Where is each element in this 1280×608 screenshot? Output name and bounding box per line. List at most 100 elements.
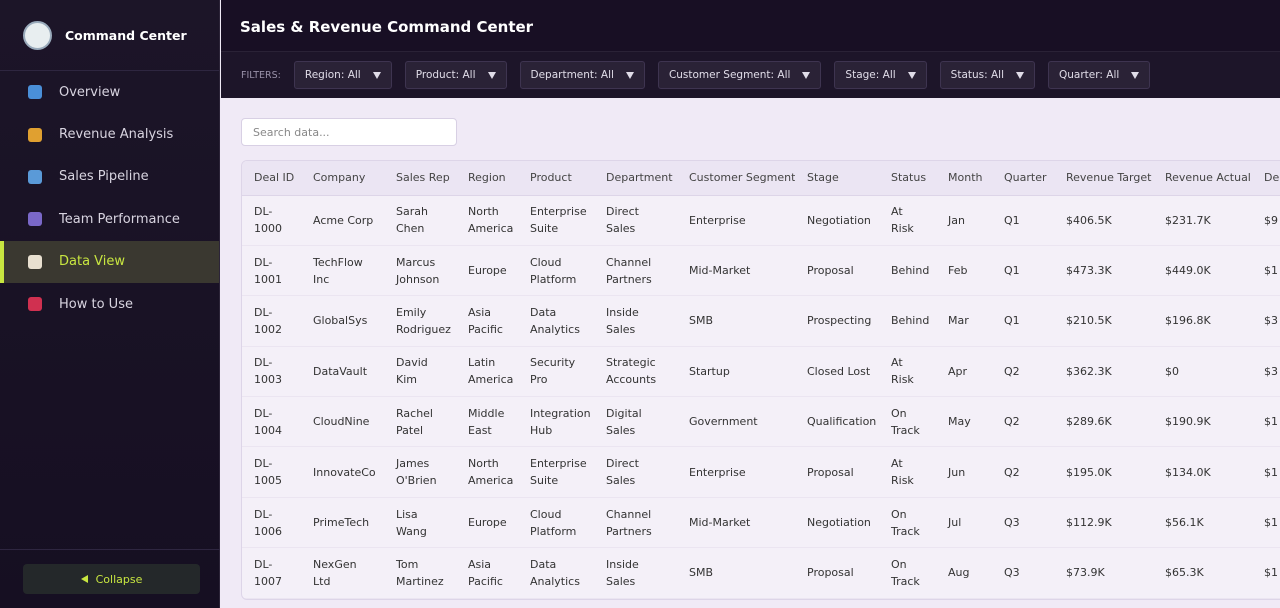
table-cell: Rachel Patel (384, 396, 456, 448)
nav-item[interactable]: Overview (0, 71, 219, 113)
table-cell: Q3 (992, 547, 1054, 599)
table-row: DL-1003 DataVault David Kim Latin America Se… (242, 346, 1280, 398)
table-cell: Behind (879, 295, 936, 347)
table-cell: TechFlow Inc (301, 245, 384, 297)
table-cell: Behind (879, 245, 936, 297)
column-header[interactable]: De (1252, 161, 1280, 196)
nav-item[interactable]: Team Performance (0, 198, 219, 240)
column-header[interactable]: Status (879, 161, 936, 196)
nav-item[interactable]: How to Use (0, 283, 219, 325)
filter-text: Customer Segment: All (668, 69, 791, 81)
table-cell: DL-1005 (242, 446, 301, 498)
column-header[interactable]: Deal ID (242, 161, 301, 196)
table-cell: Feb (936, 245, 992, 297)
table-cell: Sarah Chen (384, 195, 456, 246)
nav-label: Revenue Analysis (59, 127, 174, 143)
column-header[interactable]: Month (936, 161, 992, 196)
nav-icon (28, 254, 42, 269)
table-cell: Inside Sales (594, 295, 677, 347)
table-cell: Emily Rodriguez (384, 295, 456, 347)
brand: Command Center (0, 0, 219, 71)
logo (23, 20, 52, 50)
brand-name: Command Center (65, 27, 187, 43)
table-cell: Proposal (795, 547, 879, 599)
filter-select[interactable]: Customer Segment: All (657, 61, 822, 89)
column-header[interactable]: Product (518, 161, 594, 196)
table-cell: GlobalSys (301, 295, 384, 347)
table-cell: Acme Corp (301, 195, 384, 246)
column-header[interactable]: Revenue Target (1054, 161, 1153, 196)
column-header[interactable]: Quarter (992, 161, 1054, 196)
table-cell: $1 (1252, 497, 1280, 549)
table-cell: Direct Sales (594, 195, 677, 246)
table-cell: InnovateCo (301, 446, 384, 498)
table-cell: Digital Sales (594, 396, 677, 448)
table-cell: Negotiation (795, 195, 879, 246)
column-header[interactable]: Department (594, 161, 677, 196)
table-cell: DL-1002 (242, 295, 301, 347)
filter-bar: FILTERS: Region: All Product: All Departmen… (221, 52, 1280, 98)
nav-icon (28, 127, 42, 142)
table-cell: North America (456, 195, 518, 246)
column-header[interactable]: Stage (795, 161, 879, 196)
table-cell: Jan (936, 195, 992, 246)
table-cell: On Track (879, 547, 936, 599)
nav-item[interactable]: Sales Pipeline (0, 156, 219, 198)
table-cell: Q2 (992, 446, 1054, 498)
table-cell: $112.9K (1054, 497, 1153, 549)
table-cell: On Track (879, 396, 936, 448)
filter-select[interactable]: Stage: All (834, 61, 927, 89)
table-cell: Europe (456, 245, 518, 297)
table-cell: Government (677, 396, 795, 448)
nav-icon (28, 85, 42, 100)
filter-select[interactable]: Product: All (404, 61, 507, 89)
column-header[interactable]: Company (301, 161, 384, 196)
table-cell: Q2 (992, 396, 1054, 448)
column-header[interactable]: Revenue Actual (1153, 161, 1252, 196)
table-cell: Latin America (456, 346, 518, 398)
table-cell: NexGen Ltd (301, 547, 384, 599)
dropdown-arrow (907, 71, 916, 79)
table-cell: North America (456, 446, 518, 498)
column-header[interactable]: Customer Segment (677, 161, 795, 196)
filter-select[interactable]: Region: All (293, 61, 392, 89)
search-input[interactable]: Search data... (241, 118, 457, 146)
nav-label: How to Use (59, 296, 133, 312)
table-cell: Prospecting (795, 295, 879, 347)
table-cell: Q3 (992, 497, 1054, 549)
dropdown-arrow (625, 71, 634, 79)
table-cell: On Track (879, 497, 936, 549)
filter-text: Status: All (950, 69, 1005, 81)
table-cell: Q1 (992, 245, 1054, 297)
table-cell: Europe (456, 497, 518, 549)
table-cell: Data Analytics (518, 295, 594, 347)
nav-item[interactable]: Data View (0, 240, 219, 283)
table-row: DL-1006 PrimeTech Lisa Wang Europe Cloud Pla… (242, 497, 1280, 549)
table-cell: Mid-Market (677, 497, 795, 549)
nav-item[interactable]: Revenue Analysis (0, 113, 219, 155)
table-row: DL-1005 InnovateCo James O'Brien North Amer… (242, 446, 1280, 498)
column-header[interactable]: Region (456, 161, 518, 196)
table-wrap: Deal ID Company Sales Rep Region Product Depa… (241, 160, 1280, 600)
collapse-button[interactable]: Collapse (23, 564, 200, 594)
table-cell: Enterprise (677, 446, 795, 498)
table-cell: $73.9K (1054, 547, 1153, 599)
table-cell: $190.9K (1153, 396, 1252, 448)
table-cell: $1 (1252, 547, 1280, 599)
table-cell: Q1 (992, 195, 1054, 246)
table-cell: Closed Lost (795, 346, 879, 398)
filter-text: Product: All (415, 69, 476, 81)
table-cell: PrimeTech (301, 497, 384, 549)
filter-select[interactable]: Status: All (939, 61, 1036, 89)
page-title: Sales & Revenue Command Center (240, 18, 534, 36)
table-cell: Startup (677, 346, 795, 398)
column-header[interactable]: Sales Rep (384, 161, 456, 196)
collapse-label: Collapse (95, 572, 143, 586)
filter-select[interactable]: Department: All (519, 61, 645, 89)
table-cell: Mid-Market (677, 245, 795, 297)
table-cell: Strategic Accounts (594, 346, 677, 398)
table-cell: Asia Pacific (456, 295, 518, 347)
sidebar-footer (0, 549, 220, 550)
table-cell: Jun (936, 446, 992, 498)
filter-select[interactable]: Quarter: All (1048, 61, 1151, 89)
